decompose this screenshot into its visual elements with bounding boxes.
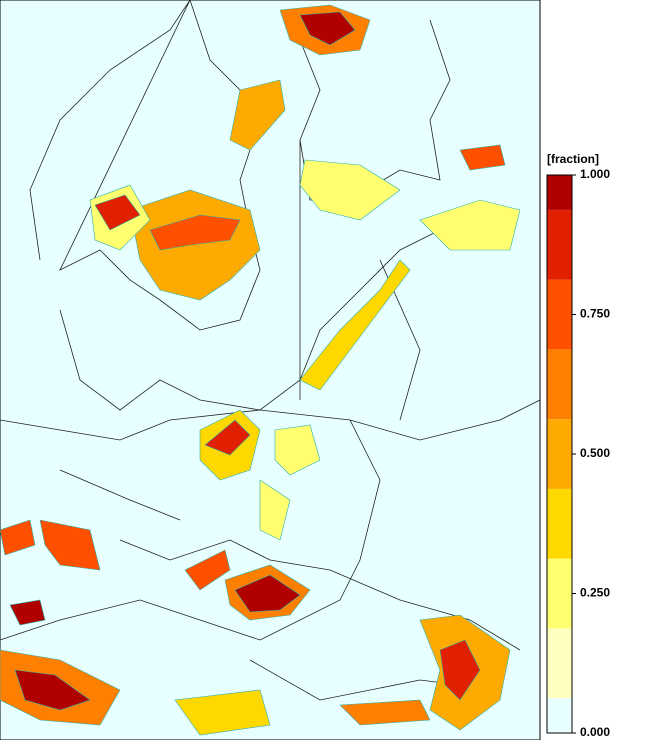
field-area: [39, 519, 101, 571]
colorbar-band: [547, 175, 572, 210]
colorbar-band: [547, 279, 572, 350]
colorbar-band: [547, 419, 572, 489]
field-area: [459, 144, 506, 171]
field-area: [174, 689, 271, 736]
colorbar-band: [547, 209, 572, 280]
field-area: [274, 424, 321, 476]
colorbar: 0.000 0.250 0.500 0.750 1.000: [546, 167, 610, 739]
colorbar-tick-label: 1.000: [580, 167, 610, 181]
field-area: [234, 574, 301, 613]
field-area: [149, 214, 241, 251]
colorbar-title: [fraction]: [547, 152, 599, 166]
fraction-field: [0, 4, 521, 736]
colorbar-tick-label: 0.750: [580, 307, 610, 321]
colorbar-tick-label: 0.000: [580, 725, 610, 739]
field-area: [229, 79, 286, 151]
field-area: [184, 549, 231, 591]
field-area: [204, 419, 251, 456]
field-area: [439, 639, 481, 701]
colorbar-band: [547, 558, 572, 629]
colorbar-band: [547, 698, 572, 733]
field-area: [419, 199, 521, 251]
field-area: [129, 189, 261, 301]
colorbar-tick-label: 0.500: [580, 446, 610, 460]
field-area: [9, 599, 46, 626]
field-area: [94, 194, 141, 231]
field-area: [14, 669, 91, 711]
colorbar-band: [547, 349, 572, 420]
colorbar-band: [547, 628, 572, 699]
colorbar-tick-label: 0.250: [580, 586, 610, 600]
field-area: [299, 159, 401, 221]
field-area: [259, 479, 291, 541]
field-area: [0, 519, 36, 556]
field-area: [299, 259, 411, 391]
field-area: [299, 11, 356, 46]
field-area: [339, 699, 431, 726]
colorbar-band: [547, 488, 572, 559]
